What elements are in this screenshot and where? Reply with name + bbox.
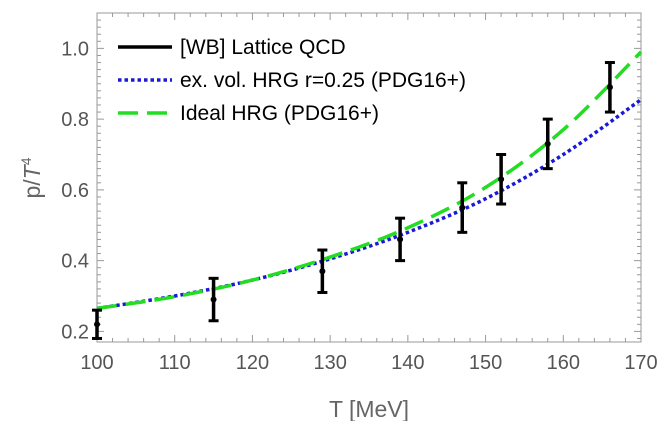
- lattice-point: [457, 181, 468, 234]
- y-axis-label-italic: T: [19, 163, 45, 179]
- x-tick-label: 170: [624, 352, 657, 374]
- errorbar-point: [319, 268, 326, 275]
- x-tick-labels: 100 110 120 130 140 150 160 170: [80, 352, 657, 374]
- lattice-point: [208, 276, 219, 323]
- lattice-errorbars: [92, 61, 615, 340]
- x-tick-label: 140: [391, 352, 424, 374]
- legend: [WB] Lattice QCD ex. vol. HRG r=0.25 (PD…: [118, 36, 466, 125]
- lattice-point: [92, 308, 102, 340]
- y-axis-label: p/T4: [18, 157, 45, 198]
- x-tick-label: 160: [547, 352, 580, 374]
- legend-label-exvol: ex. vol. HRG r=0.25 (PDG16+): [180, 69, 466, 92]
- x-tick-label: 110: [159, 352, 191, 374]
- y-tick-label: 0.4: [61, 251, 89, 273]
- errorbar-point: [544, 140, 551, 147]
- lattice-point: [604, 61, 615, 114]
- errorbar-point: [498, 176, 505, 183]
- y-tick-labels: 0.2 0.4 0.6 0.8 1.0: [61, 38, 89, 343]
- x-tick-label: 100: [80, 352, 113, 374]
- x-tick-label: 150: [469, 352, 502, 374]
- legend-label-lattice: [WB] Lattice QCD: [180, 36, 346, 59]
- x-tick-label: 130: [313, 352, 346, 374]
- y-tick-label: 0.6: [61, 180, 89, 202]
- x-axis-label: T [MeV]: [329, 396, 409, 421]
- y-tick-label: 0.8: [61, 109, 89, 131]
- y-axis-label-sup: 4: [18, 157, 34, 165]
- errorbar-point: [94, 321, 100, 328]
- y-tick-label: 1.0: [61, 38, 89, 60]
- lattice-point: [496, 153, 507, 206]
- y-tick-label: 0.2: [61, 321, 89, 343]
- plot-frame: [96, 12, 642, 343]
- legend-label-ideal: Ideal HRG (PDG16+): [180, 102, 379, 125]
- series-ideal-curve: [96, 50, 643, 311]
- x-tick-label: 120: [236, 352, 269, 374]
- lattice-point: [395, 216, 406, 263]
- axis-ticks: [96, 13, 642, 342]
- lattice-point: [317, 248, 328, 294]
- errorbar-point: [397, 236, 404, 243]
- errorbar-point: [459, 204, 466, 211]
- errorbar-point: [210, 296, 217, 303]
- curves: [96, 50, 643, 311]
- lattice-point: [542, 117, 553, 171]
- y-axis-label-main: p/: [19, 179, 45, 199]
- errorbar-point: [606, 84, 613, 91]
